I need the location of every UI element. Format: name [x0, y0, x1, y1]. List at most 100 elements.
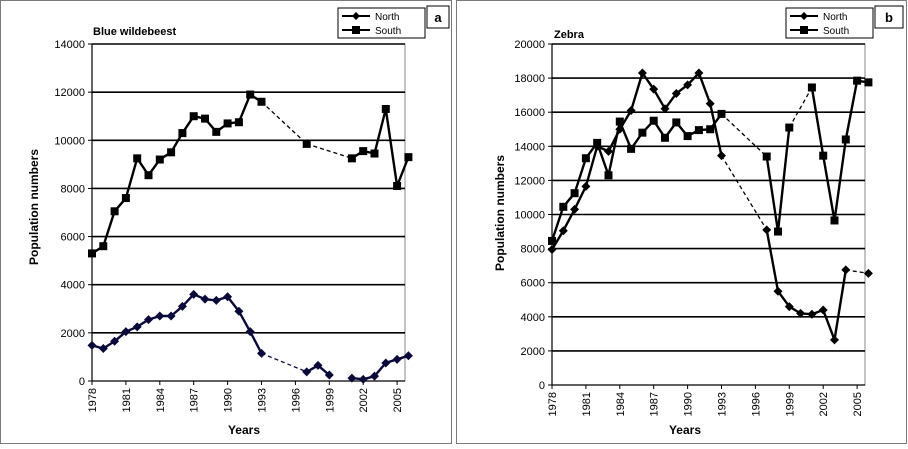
series-north-point — [324, 370, 334, 380]
series-south-point — [717, 109, 726, 118]
x-tick-label: 1987 — [189, 388, 201, 412]
series-north-point — [784, 302, 794, 312]
series-south-point — [99, 242, 108, 251]
y-tick-label: 6000 — [61, 232, 85, 244]
series-north-point — [200, 294, 210, 304]
chart-b-plot: 0 2000 4000 6000 8000 10000 12000 14000 16000 180… — [514, 39, 873, 416]
series-south-point — [807, 83, 816, 92]
series-south-point — [661, 133, 669, 142]
series-north-point — [863, 268, 873, 278]
series-north-point — [807, 309, 817, 319]
panel-b-letter: b — [885, 10, 893, 25]
series-north-point — [773, 286, 783, 296]
y-tick-label: 0 — [79, 376, 85, 388]
x-tick-label: 1978 — [87, 388, 99, 412]
x-tick-label: 2002 — [358, 388, 370, 412]
series-south-point — [593, 138, 602, 147]
series-south-line — [91, 93, 263, 255]
y-tick-label: 12000 — [514, 175, 545, 187]
x-tick-label: 1981 — [581, 392, 593, 416]
series-south-point — [155, 155, 164, 164]
series-south-point — [359, 147, 368, 156]
panel-a-frame — [0, 0, 452, 444]
y-tick-label: 4000 — [521, 312, 545, 324]
series-south-point — [393, 182, 402, 191]
series-north-point — [796, 308, 806, 318]
series-south-point — [189, 112, 198, 121]
series-south-point — [841, 135, 850, 144]
series-south-point — [133, 154, 142, 163]
series-north-point — [683, 80, 693, 90]
series-south-gap-line — [261, 101, 308, 145]
y-tick-label: 8000 — [61, 183, 85, 195]
series-north-point — [234, 306, 244, 316]
series-south-point — [694, 126, 703, 135]
y-tick-label: 12000 — [54, 87, 85, 99]
series-north-point — [223, 292, 233, 302]
x-tick-label: 1984 — [155, 388, 167, 412]
series-north-point — [121, 327, 131, 337]
x-tick-label: 1978 — [547, 392, 559, 416]
series-south-point — [223, 119, 232, 128]
series-north-point — [370, 371, 379, 381]
series-south-point — [302, 139, 311, 148]
series-north-point — [717, 151, 726, 161]
series-south-point — [649, 116, 658, 125]
panel-b-letter-box — [874, 5, 904, 29]
legend-south-label: South — [375, 26, 401, 37]
series-north-point — [110, 336, 120, 346]
series-south-point — [570, 189, 579, 198]
chart-a-title: Blue wildebeest — [93, 26, 176, 38]
series-north-point — [177, 301, 187, 311]
series-south-point — [774, 227, 782, 236]
x-tick-label: 2002 — [818, 392, 830, 416]
x-tick-label: 1993 — [257, 388, 269, 412]
series-north-gap-line — [261, 352, 307, 373]
series-south-point — [121, 194, 130, 203]
series-north-point — [211, 295, 221, 305]
series-south-point — [706, 125, 715, 134]
x-tick-label: 2005 — [852, 392, 864, 416]
series-north-point — [671, 88, 681, 98]
series-north-point — [581, 181, 591, 191]
y-tick-label: 18000 — [514, 73, 545, 85]
panel-b-frame — [456, 0, 907, 444]
chart-b-ylabel: Population numbers — [493, 155, 507, 271]
series-north-point — [705, 99, 715, 109]
series-north-point — [403, 351, 413, 361]
chart-b-legend: North South — [785, 7, 874, 39]
chart-b-xlabel: Years — [669, 423, 701, 437]
series-south-point — [785, 123, 794, 132]
series-south-point — [559, 202, 568, 211]
series-north-point — [841, 265, 851, 275]
series-north-point — [626, 105, 636, 115]
series-south-point — [864, 78, 873, 87]
chart-a-plot: 0 2000 4000 6000 8000 10000 12000 14000 1978 1981… — [54, 39, 413, 412]
series-south-point — [853, 76, 862, 85]
series-south-point — [257, 97, 266, 106]
series-south-point — [167, 148, 176, 157]
series-south-point — [201, 114, 209, 123]
y-tick-label: 2000 — [61, 328, 85, 340]
chart-b-title: Zebra — [554, 29, 585, 41]
panel-a-letter-box — [426, 5, 450, 29]
series-north-point — [166, 311, 176, 321]
series-north-point — [558, 226, 568, 236]
series-south-point — [581, 154, 590, 163]
y-tick-label: 20000 — [514, 39, 545, 51]
series-south-line — [550, 113, 723, 242]
series-south-point — [627, 144, 636, 153]
panel-a-letter: a — [434, 10, 442, 25]
x-tick-label: 1999 — [324, 388, 336, 412]
series-south-point — [819, 151, 828, 160]
series-north-point — [257, 348, 266, 358]
series-north-point — [144, 315, 153, 325]
series-south-gap-line — [788, 87, 813, 128]
series-north-point — [245, 327, 255, 337]
x-tick-label: 1990 — [223, 388, 235, 412]
series-north-point — [347, 373, 357, 383]
y-tick-label: 14000 — [514, 141, 545, 153]
series-south-point — [672, 118, 681, 127]
y-tick-label: 10000 — [514, 210, 545, 222]
